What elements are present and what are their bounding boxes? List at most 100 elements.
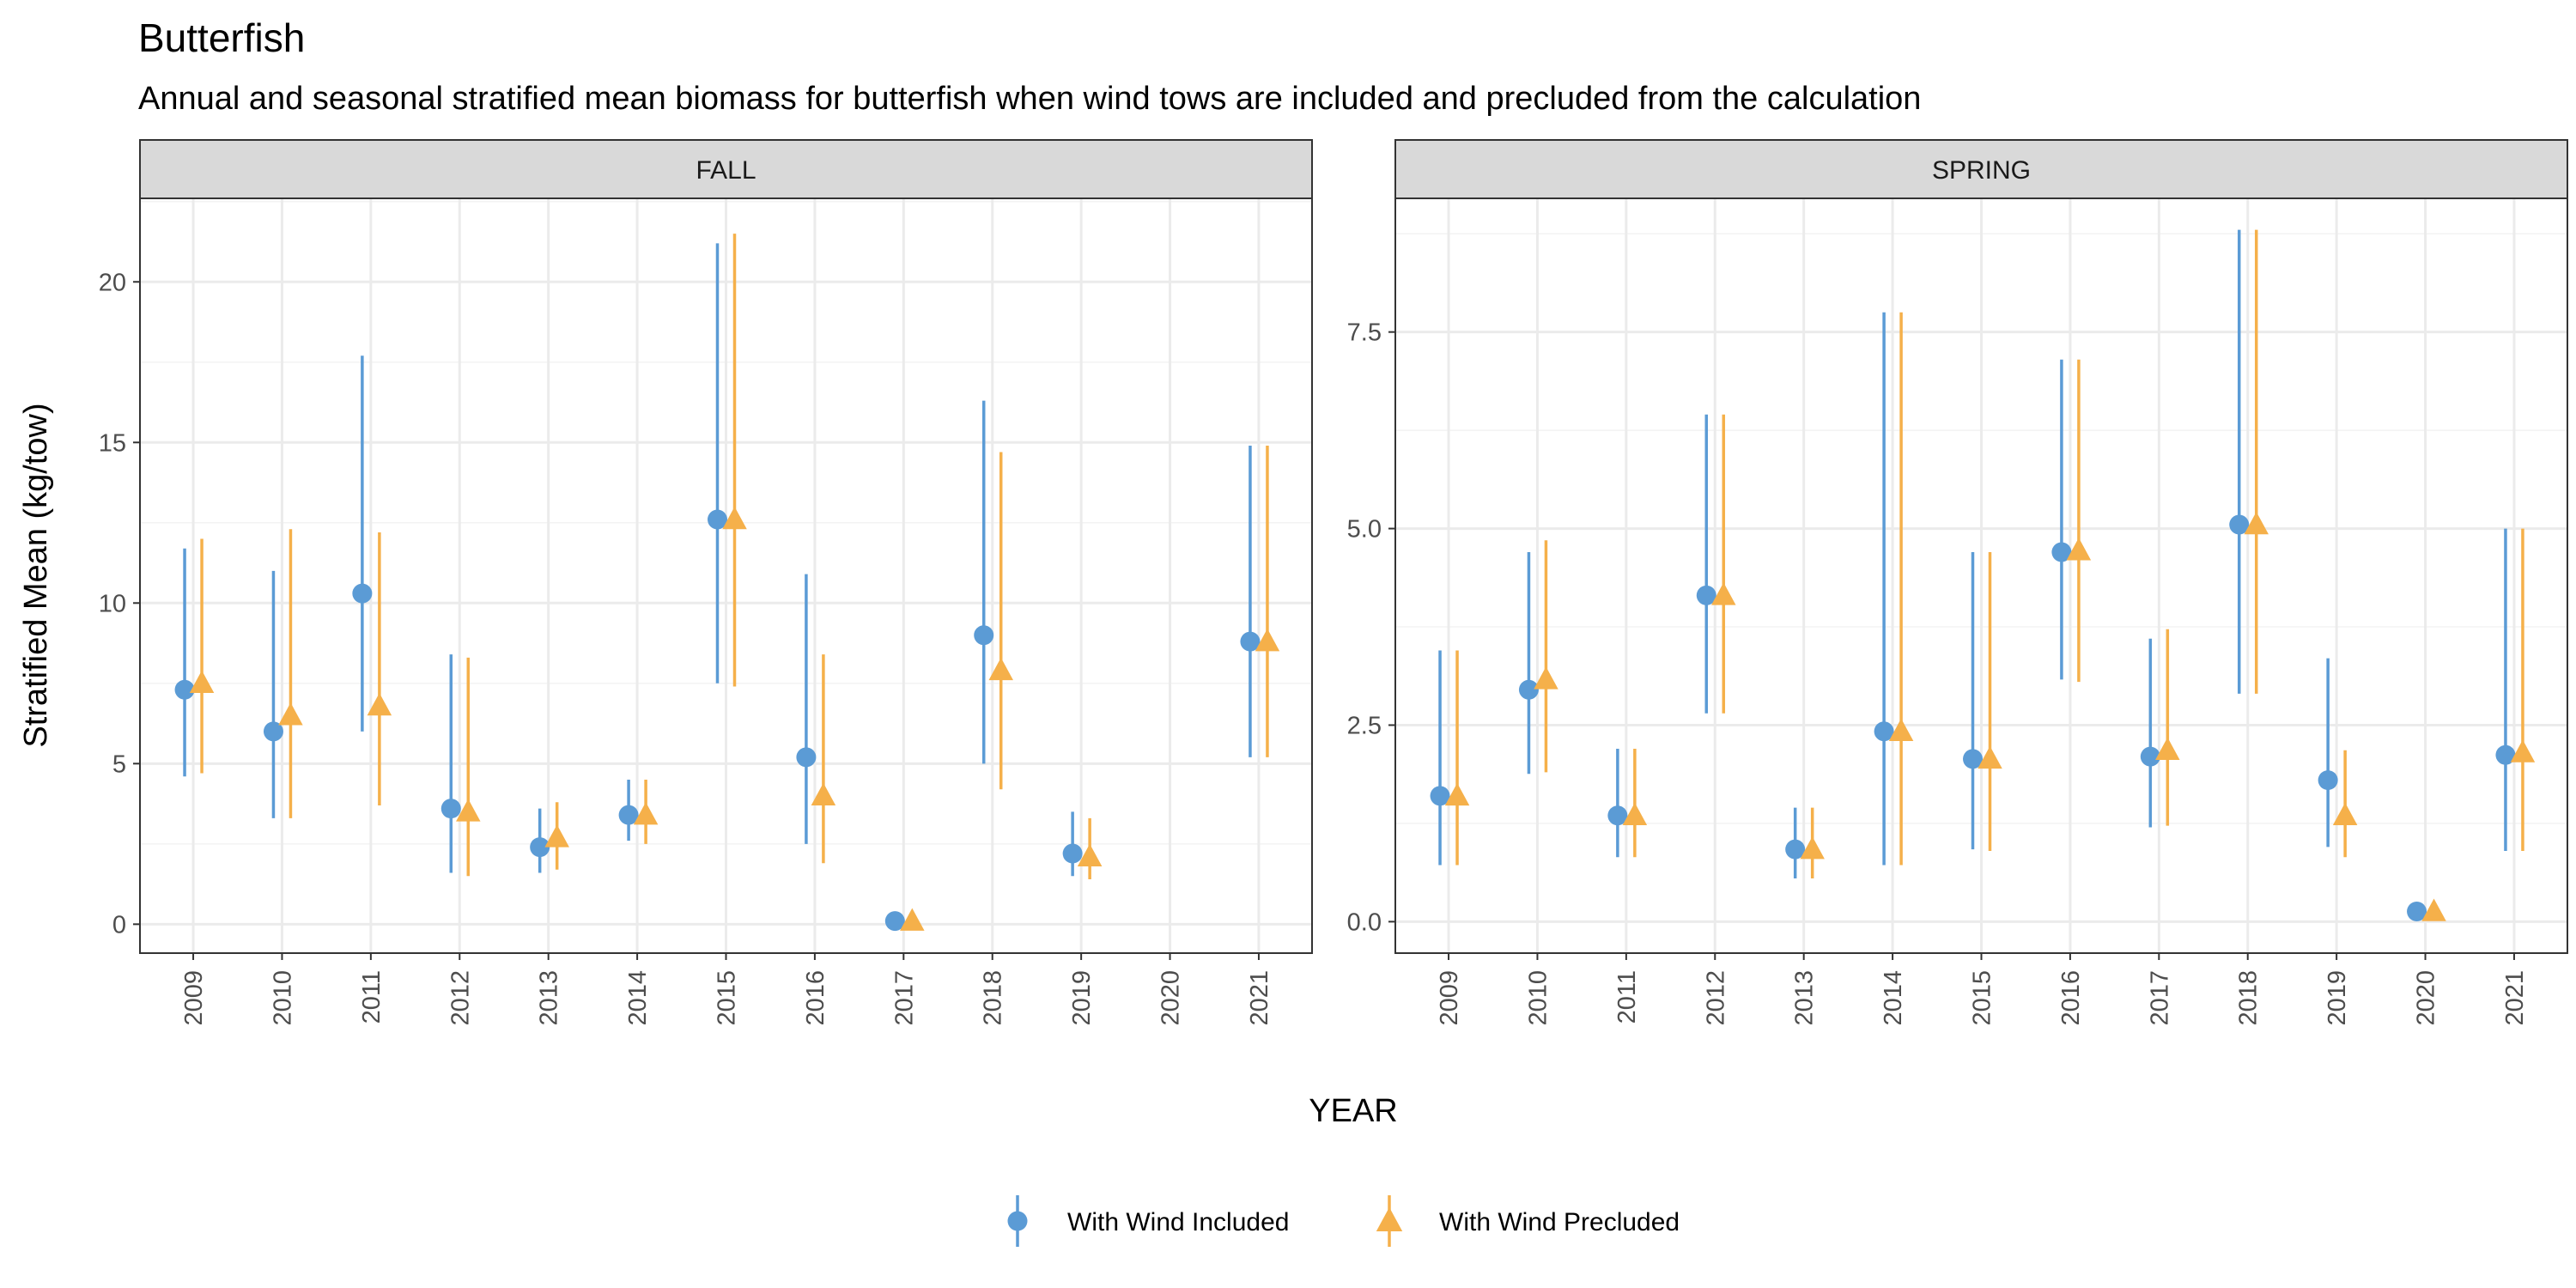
y-tick-label: 5: [112, 750, 126, 778]
legend-label: With Wind Precluded: [1439, 1208, 1680, 1236]
data-point-included: [618, 805, 639, 825]
x-tick-label: 2014: [624, 970, 652, 1026]
data-point-precluded: [1077, 843, 1103, 867]
data-point-precluded: [1888, 718, 1914, 742]
data-point-included: [1240, 631, 1261, 652]
y-axis-title: Stratified Mean (kg/tow): [18, 403, 54, 747]
y-tick-label: 7.5: [1347, 319, 1382, 347]
x-tick-label: 2018: [980, 970, 1007, 1026]
data-point-precluded: [633, 802, 659, 825]
data-point-included: [530, 837, 550, 858]
data-point-precluded: [278, 702, 303, 726]
data-point-precluded: [189, 670, 215, 694]
data-point-precluded: [1255, 629, 1280, 652]
data-point-included: [708, 509, 727, 530]
legend: With Wind Included With Wind Precluded: [1007, 1195, 1680, 1247]
x-tick-label: 2018: [2235, 970, 2263, 1026]
x-tick-label: 2013: [536, 970, 563, 1026]
y-tick-label: 10: [99, 590, 126, 617]
y-tick-label: 15: [99, 429, 126, 457]
data-point-included: [174, 679, 195, 700]
data-point-included: [263, 721, 283, 742]
data-point-included: [352, 583, 373, 604]
x-tick-label: 2014: [1880, 970, 1907, 1026]
data-point-precluded: [1534, 666, 1558, 690]
data-point-precluded: [722, 507, 747, 530]
data-point-included: [1785, 839, 1806, 860]
data-point-included: [974, 625, 994, 646]
x-tick-label: 2017: [2146, 970, 2173, 1026]
x-tick-label: 2021: [1246, 970, 1273, 1026]
data-point-precluded: [2510, 739, 2536, 762]
facet-label: SPRING: [1932, 156, 2031, 185]
data-point-precluded: [1711, 582, 1736, 605]
data-point-included: [1518, 679, 1539, 700]
data-point-included: [1430, 786, 1450, 806]
data-point-precluded: [811, 782, 836, 805]
x-tick-label: 2010: [269, 970, 296, 1026]
x-tick-label: 2017: [890, 970, 918, 1026]
data-point-included: [1874, 721, 1894, 742]
x-tick-label: 2009: [1436, 970, 1463, 1026]
data-point-included: [1963, 749, 1983, 769]
data-point-precluded: [2332, 802, 2358, 826]
x-tick-label: 2012: [1702, 970, 1729, 1026]
x-tick-label: 2011: [358, 970, 386, 1024]
x-tick-label: 2016: [2057, 970, 2085, 1026]
panel-border: [1394, 197, 2568, 954]
y-tick-label: 0: [112, 911, 126, 939]
x-tick-label: 2012: [447, 970, 474, 1026]
x-tick-label: 2021: [2501, 970, 2529, 1026]
data-point-precluded: [900, 908, 925, 931]
data-point-included: [1062, 843, 1083, 864]
data-point-precluded: [1444, 782, 1470, 806]
panel-fall: FALL 0 5 10 15 20 2009 2010 2011 2012 2013 2014 2015…: [99, 139, 1313, 1026]
data-point-included: [440, 799, 461, 819]
x-tick-label: 2019: [2324, 970, 2351, 1026]
data-point-included: [2229, 514, 2250, 535]
data-point-precluded: [2244, 511, 2269, 535]
facet-strip: [1394, 139, 2568, 199]
data-point-included: [2051, 542, 2072, 562]
legend-key-circle: [1007, 1211, 1028, 1231]
data-point-precluded: [2155, 737, 2180, 761]
x-tick-label: 2020: [2413, 970, 2440, 1026]
panel-border: [139, 197, 1313, 954]
data-point-included: [2407, 901, 2427, 921]
x-axis-title: YEAR: [1309, 1093, 1397, 1129]
x-tick-label: 2019: [1068, 970, 1096, 1026]
x-tick-label: 2020: [1157, 970, 1185, 1026]
data-point-included: [796, 747, 817, 768]
y-tick-label: 2.5: [1347, 712, 1382, 739]
chart-title: Butterfish: [138, 15, 306, 60]
data-point-precluded: [456, 799, 481, 822]
data-point-precluded: [1978, 745, 2002, 769]
data-point-included: [1607, 805, 1628, 826]
data-point-precluded: [2066, 538, 2092, 561]
data-point-precluded: [544, 824, 569, 848]
data-point-included: [1696, 585, 1716, 605]
data-point-precluded: [2421, 898, 2446, 921]
data-point-precluded: [367, 692, 392, 716]
x-tick-label: 2011: [1613, 970, 1641, 1024]
data-point-precluded: [1800, 836, 1825, 860]
data-point-included: [2140, 746, 2160, 767]
x-tick-label: 2009: [180, 970, 208, 1026]
data-point-precluded: [988, 657, 1013, 681]
data-point-precluded: [1622, 802, 1648, 826]
facet-label: FALL: [696, 156, 756, 185]
data-point-included: [884, 911, 905, 932]
x-tick-label: 2016: [802, 970, 829, 1026]
data-point-included: [2318, 770, 2338, 791]
x-tick-label: 2015: [1969, 970, 1996, 1026]
y-tick-label: 5.0: [1347, 516, 1382, 544]
panel-spring: SPRING 0.0 2.5 5.0 7.5 2009 2010 2011 2012 2013 20…: [1347, 139, 2568, 1026]
legend-key-triangle: [1376, 1207, 1403, 1231]
legend-label: With Wind Included: [1067, 1208, 1289, 1236]
x-tick-label: 2010: [1524, 970, 1552, 1026]
x-tick-label: 2013: [1791, 970, 1819, 1026]
x-tick-label: 2015: [714, 970, 741, 1026]
y-tick-label: 20: [99, 269, 126, 296]
chart-subtitle: Annual and seasonal stratified mean biom…: [138, 81, 1922, 117]
